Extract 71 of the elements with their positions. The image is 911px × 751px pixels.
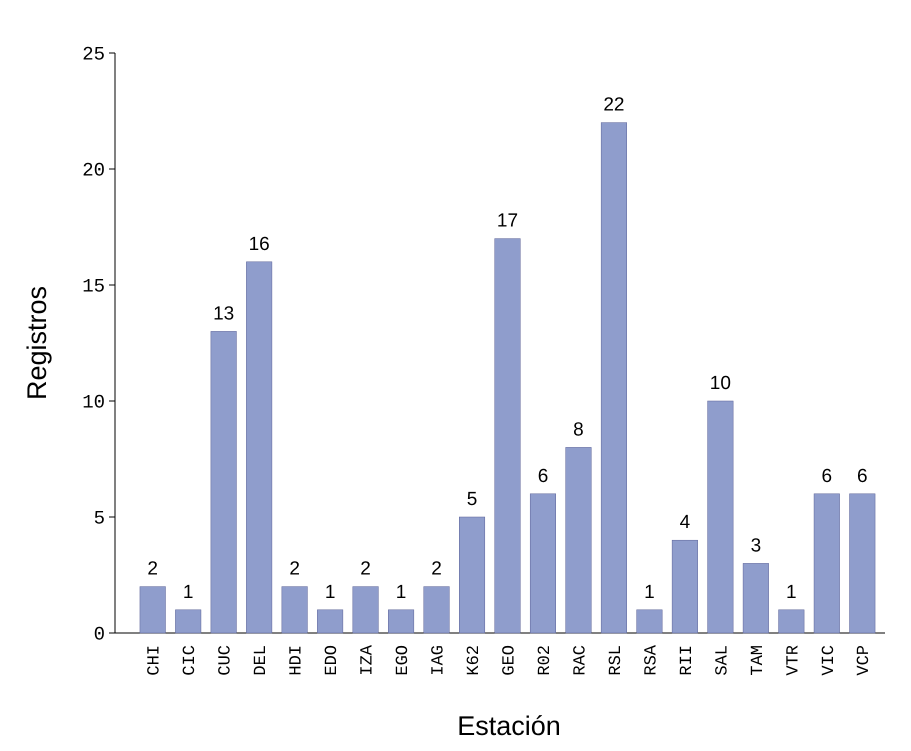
bar <box>459 516 486 634</box>
data-label: 1 <box>786 582 797 603</box>
x-tick-label: VIC <box>820 645 839 676</box>
x-tick-label: VCP <box>855 645 874 676</box>
data-label: 6 <box>822 466 832 487</box>
bar <box>424 586 450 634</box>
data-label: 16 <box>248 234 270 255</box>
x-tick-label: IZA <box>358 644 378 676</box>
x-tick-label: HDI <box>288 645 307 676</box>
data-label: 3 <box>750 535 762 556</box>
bar <box>778 610 804 634</box>
x-tick-label: RII <box>678 645 697 676</box>
data-label: 22 <box>603 94 625 116</box>
bar <box>317 610 344 634</box>
data-label: 13 <box>213 303 234 324</box>
x-tick-label: CUC <box>216 645 236 676</box>
data-label: 4 <box>680 512 691 534</box>
bar <box>282 586 308 634</box>
x-tick-label: IAG <box>429 645 448 676</box>
bar <box>565 447 592 634</box>
x-tick-label: RSL <box>606 645 626 676</box>
data-label: 1 <box>182 582 194 603</box>
data-label: 2 <box>289 558 300 580</box>
x-tick-label: SAL <box>713 645 732 676</box>
bar <box>600 122 627 634</box>
data-label: 1 <box>644 582 655 603</box>
x-tick-label: EDO <box>323 645 342 676</box>
bar <box>814 494 840 634</box>
data-label: 8 <box>573 419 584 440</box>
bar <box>210 331 237 634</box>
data-label: 10 <box>710 373 731 394</box>
bar <box>140 586 166 634</box>
x-tick-label: RAC <box>571 645 590 676</box>
data-label: 2 <box>360 558 371 580</box>
y-axis-title: Registros <box>22 286 52 400</box>
x-tick-label: K62 <box>464 645 484 676</box>
y-tick-label: 10 <box>82 392 105 414</box>
y-tick-label: 0 <box>94 624 105 646</box>
x-tick-label: R02 <box>536 645 555 676</box>
x-tick-label: TAM <box>748 645 768 676</box>
data-label: 6 <box>857 466 868 487</box>
x-tick-label: DEL <box>252 645 272 676</box>
bar <box>636 610 662 634</box>
x-tick-label: EGO <box>394 645 414 676</box>
data-label: 6 <box>538 466 548 487</box>
data-label: 1 <box>396 582 406 603</box>
x-tick-label: CHI <box>146 645 165 676</box>
x-axis-title: Estación <box>457 711 561 741</box>
data-label: 5 <box>466 489 478 510</box>
data-label: 2 <box>147 558 158 580</box>
x-tick-label: GEO <box>500 645 520 676</box>
bar <box>672 540 698 634</box>
bar <box>352 586 379 634</box>
x-tick-label: RSA <box>642 644 662 676</box>
bar <box>246 262 272 634</box>
bar <box>707 400 734 634</box>
bar <box>530 494 556 634</box>
y-tick-label: 5 <box>94 508 105 530</box>
y-tick-label: 25 <box>82 44 105 66</box>
bar <box>494 238 521 634</box>
x-tick-label: CIC <box>181 645 200 676</box>
bar <box>849 494 876 634</box>
bar <box>175 610 202 634</box>
data-label: 17 <box>496 210 518 232</box>
bar <box>388 610 414 634</box>
data-label: 1 <box>324 582 336 603</box>
x-tick-label: VTR <box>784 645 804 676</box>
data-label: 2 <box>431 558 442 580</box>
y-tick-label: 15 <box>82 276 105 298</box>
y-tick-label: 20 <box>82 160 105 182</box>
bar <box>742 563 769 634</box>
